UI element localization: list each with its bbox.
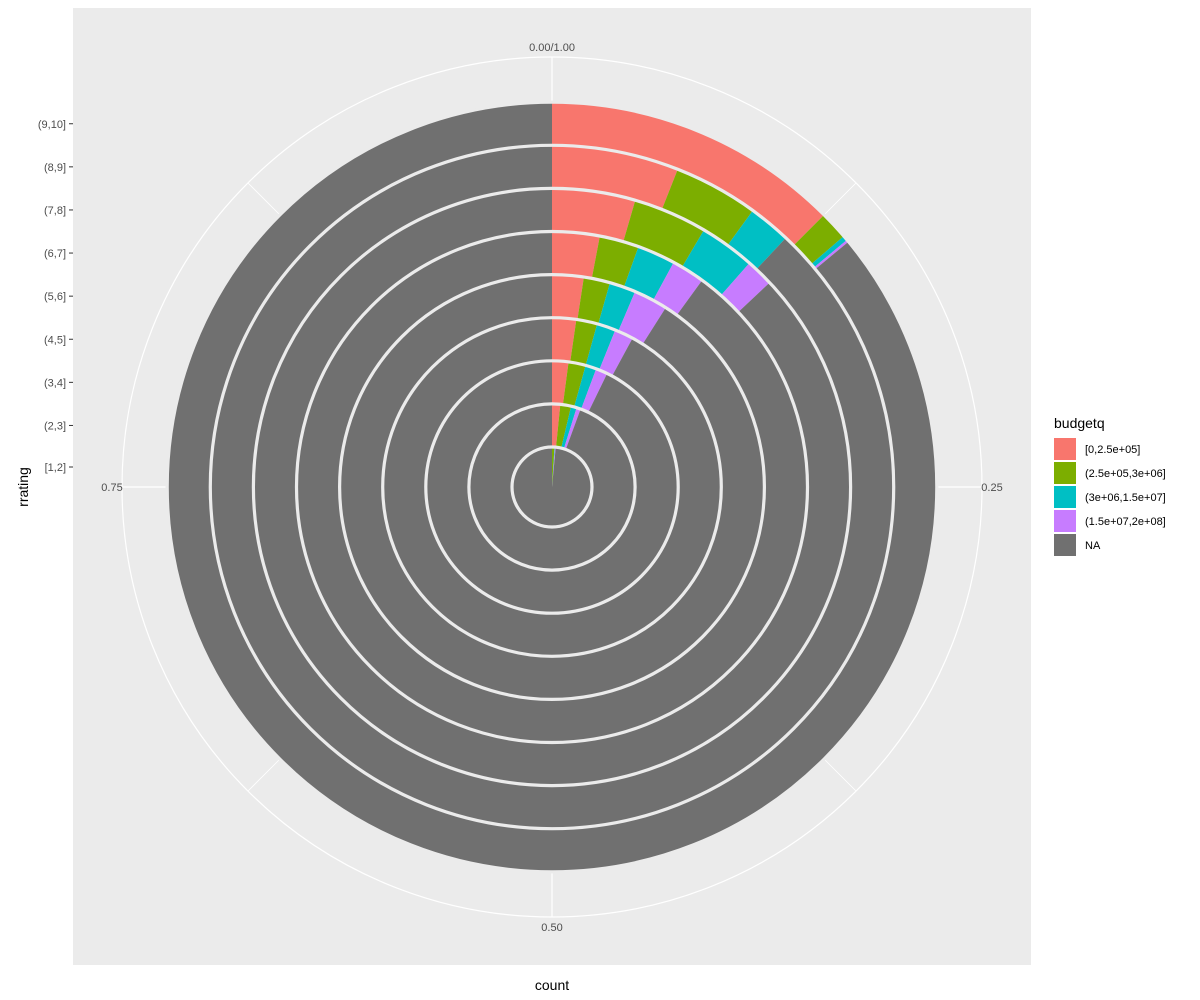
category-tick-label: (5,6] [44, 291, 66, 303]
bar-segment--5-6--0 [552, 274, 584, 320]
theta-tick-label: 0.00/1.00 [529, 42, 575, 54]
legend: budgetq [0,2.5e+05] (2.5e+05,3e+06] (3e+06… [1054, 415, 1166, 556]
theta-tick-label: 0.25 [981, 482, 1002, 494]
category-tick-label: (8,9] [44, 162, 66, 174]
bar-segment--5-6--3 [618, 291, 666, 345]
bar-segment--9-10--2 [811, 236, 847, 268]
legend-title: budgetq [1054, 415, 1105, 431]
category-separator [251, 186, 853, 788]
bar-segment--3-4--1 [562, 361, 586, 407]
bar-segment--4-5--2 [585, 323, 616, 370]
theta-tick-labels: 0.00/1.00 0.25 0.50 0.75 [101, 42, 1002, 934]
category-tick-label: (7,8] [44, 205, 66, 217]
category-tick-label: (2,3] [44, 420, 66, 432]
bar-segment--4-5--1 [570, 319, 598, 366]
legend-label: [0,2.5e+05] [1085, 444, 1140, 456]
bar-segment--9-10--3 [813, 239, 849, 270]
bar-segment--8-9--1 [661, 169, 753, 246]
category-separator [294, 229, 810, 745]
theta-tick-label: 0.75 [101, 482, 122, 494]
category-tick-label: (3,4] [44, 377, 66, 389]
bar-segment--2-3--1 [556, 404, 572, 449]
bar-segment--2-3--0 [552, 403, 561, 448]
category-separators [165, 100, 939, 874]
legend-key [1054, 486, 1076, 508]
legend-label: NA [1085, 540, 1101, 552]
category-separator [338, 273, 766, 701]
bar-segment--3-4--0 [552, 360, 569, 405]
category-tick-label: (9,10] [38, 119, 66, 131]
legend-key [1054, 462, 1076, 484]
bar-segment--7-8--1 [623, 200, 704, 268]
bar-segment--3-4--2 [574, 365, 597, 410]
category-separator [208, 143, 896, 831]
bar-segment--7-8--2 [682, 229, 750, 296]
bar-segment--7-8--3 [720, 263, 770, 313]
category-separator [424, 359, 680, 615]
bar-segment--6-7--2 [623, 246, 674, 301]
bar-segment--9-10--0 [552, 102, 825, 246]
bar-segment--8-9--0 [552, 145, 678, 210]
bar-segment--1-2--2 [552, 447, 556, 487]
bar-segment--3-4--3 [581, 368, 608, 413]
bar-segment--2-3--3 [563, 407, 581, 450]
bar-segment--3-4--4 [425, 360, 679, 614]
legend-label: (2.5e+05,3e+06] [1085, 468, 1166, 480]
y-axis-title: count [535, 977, 569, 993]
stacked-bars [167, 102, 937, 872]
bar-segment--2-3--2 [561, 406, 577, 449]
category-axis: [1,2] (2,3] (3,4] (4,5] (5,6] (6,7] (7,8] (8,9]… [38, 119, 73, 474]
x-axis-title: rrating [15, 467, 31, 507]
bar-segment--7-8--0 [552, 188, 636, 242]
bar-segment--6-7--3 [653, 262, 703, 316]
bar-segment--5-6--1 [577, 277, 610, 325]
bar-segment--1-2--3 [552, 447, 556, 487]
category-separator [381, 316, 723, 658]
legend-key [1054, 510, 1076, 532]
theta-tick-label: 0.50 [541, 922, 562, 934]
legend-key [1054, 438, 1076, 460]
bar-segment--9-10--1 [793, 214, 844, 265]
bar-segment--2-3--4 [468, 403, 636, 571]
bar-segment--5-6--2 [598, 282, 636, 332]
category-tick-label: (4,5] [44, 334, 66, 346]
bar-segment--6-7--1 [591, 236, 639, 288]
category-tick-label: [1,2] [45, 462, 66, 474]
category-separator [510, 445, 594, 529]
category-separator [165, 100, 939, 874]
category-tick-label: (6,7] [44, 248, 66, 260]
bar-segment--4-5--3 [599, 329, 633, 377]
category-separator [467, 402, 637, 572]
legend-label: (3e+06,1.5e+07] [1085, 492, 1166, 504]
legend-label: (1.5e+07,2e+08] [1085, 516, 1166, 528]
legend-key [1054, 534, 1076, 556]
bar-segment--1-2--4 [511, 447, 592, 527]
bar-segment--6-7--0 [552, 231, 600, 279]
bar-segment--1-2--1 [552, 447, 555, 487]
bar-segment--4-5--0 [552, 317, 577, 363]
